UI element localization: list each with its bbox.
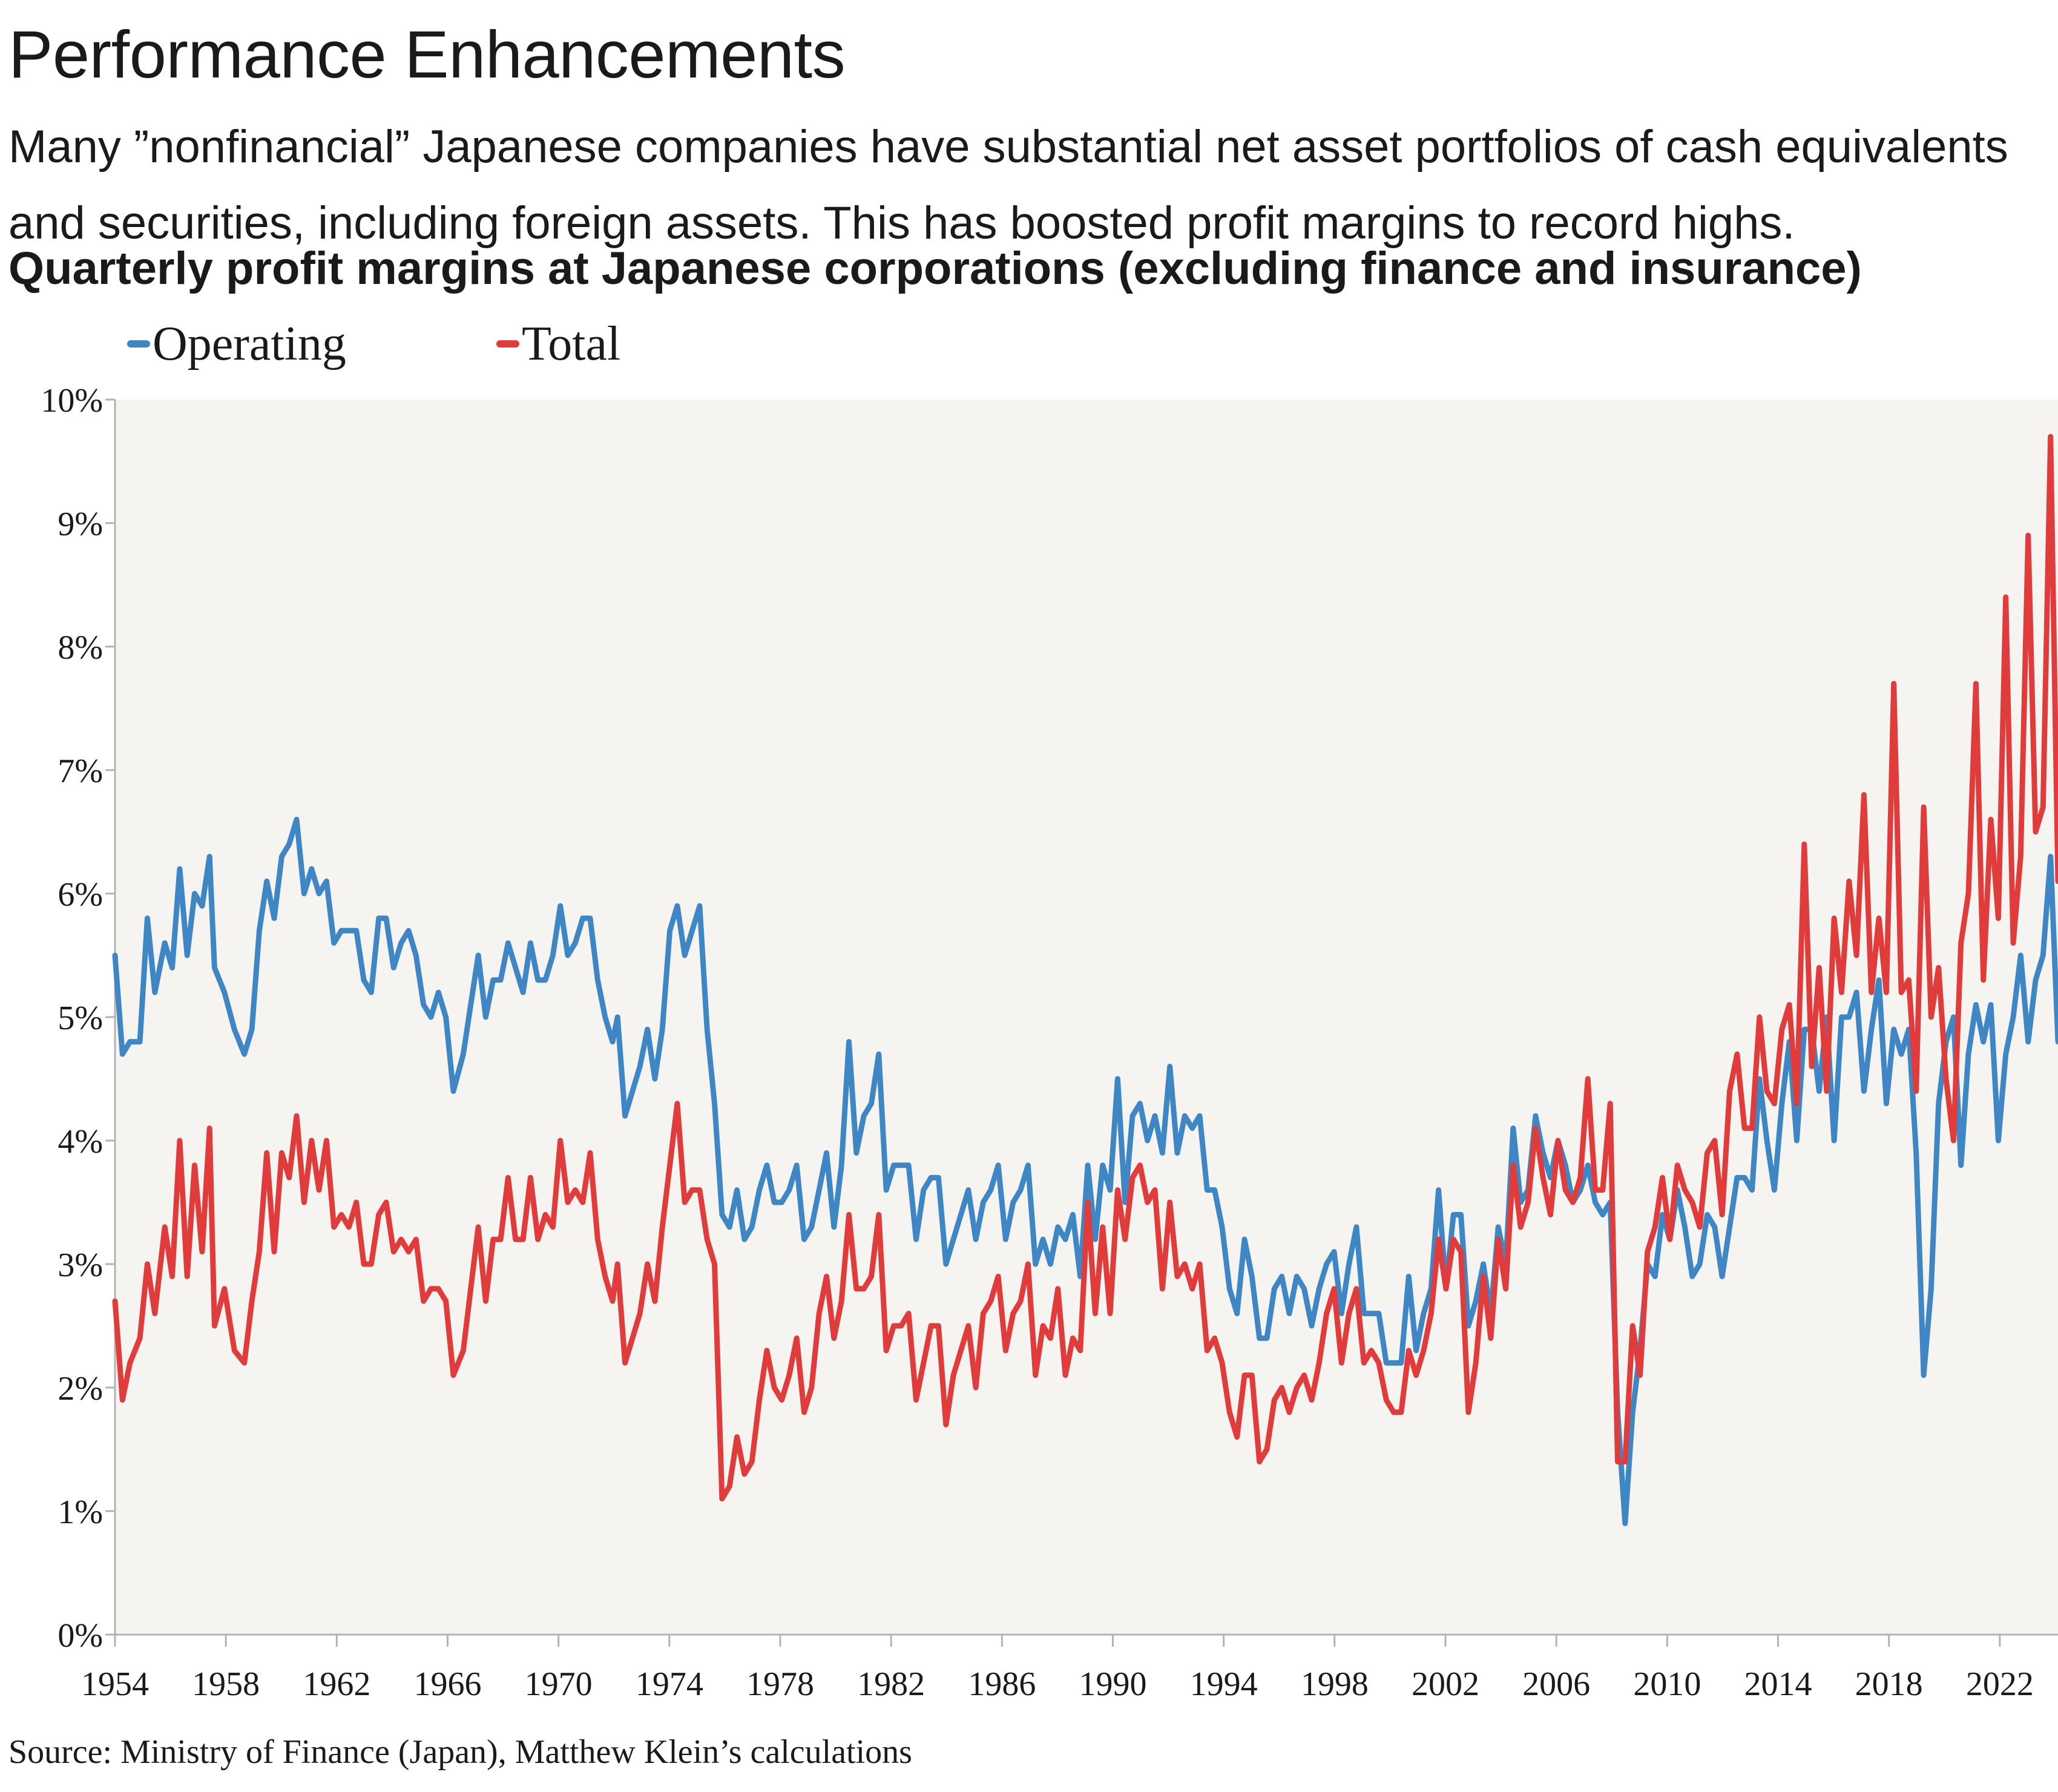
x-tick-label: 2018 (1855, 1665, 1923, 1703)
x-tick-label: 1962 (303, 1665, 370, 1703)
x-tick-label: 1978 (746, 1665, 814, 1703)
x-tick-label: 1954 (81, 1665, 149, 1703)
x-tick-label: 1970 (525, 1665, 593, 1703)
y-tick-label: 10% (41, 382, 103, 420)
page-subtitle: Many ”nonfinancial” Japanese companies h… (8, 121, 2008, 249)
y-tick-label: 0% (58, 1617, 103, 1655)
y-tick-label: 5% (58, 1000, 103, 1037)
y-tick-label: 6% (58, 876, 103, 914)
series-line-total (112, 433, 2058, 1502)
source-note: Source: Ministry of Finance (Japan), Mat… (8, 1733, 912, 1771)
y-tick-label: 2% (58, 1370, 103, 1408)
legend-item-operating: Operating (127, 314, 346, 374)
x-tick-label: 1990 (1079, 1665, 1147, 1703)
legend-swatch-operating (127, 340, 150, 348)
chart-title: Quarterly profit margins at Japanese cor… (8, 243, 1862, 294)
y-tick-label: 4% (58, 1123, 103, 1161)
x-tick-label: 1994 (1190, 1665, 1258, 1703)
y-tick-label: 8% (58, 629, 103, 667)
x-tick-label: 2002 (1412, 1665, 1479, 1703)
legend-label-operating: Operating (153, 317, 346, 371)
x-tick-label: 1998 (1301, 1665, 1369, 1703)
y-tick-label: 1% (58, 1494, 103, 1531)
x-tick-label: 1974 (636, 1665, 703, 1703)
x-tick-label: 1966 (414, 1665, 482, 1703)
y-tick-label: 7% (58, 753, 103, 790)
page-title: Performance Enhancements (8, 18, 846, 92)
legend-item-total: Total (496, 314, 620, 374)
legend-swatch-total (496, 340, 519, 348)
x-tick-label: 2014 (1744, 1665, 1812, 1703)
legend-label-total: Total (522, 317, 621, 371)
x-tick-label: 2010 (1633, 1665, 1701, 1703)
x-tick-label: 2006 (1522, 1665, 1590, 1703)
y-tick-label: 9% (58, 506, 103, 543)
x-tick-label: 1958 (192, 1665, 260, 1703)
x-tick-label: 1982 (857, 1665, 925, 1703)
series-line-operating (112, 817, 2058, 1526)
x-tick-label: 2022 (1966, 1665, 2034, 1703)
x-tick-label: 1986 (968, 1665, 1036, 1703)
y-tick-label: 3% (58, 1247, 103, 1284)
plot-area (115, 400, 2058, 1635)
